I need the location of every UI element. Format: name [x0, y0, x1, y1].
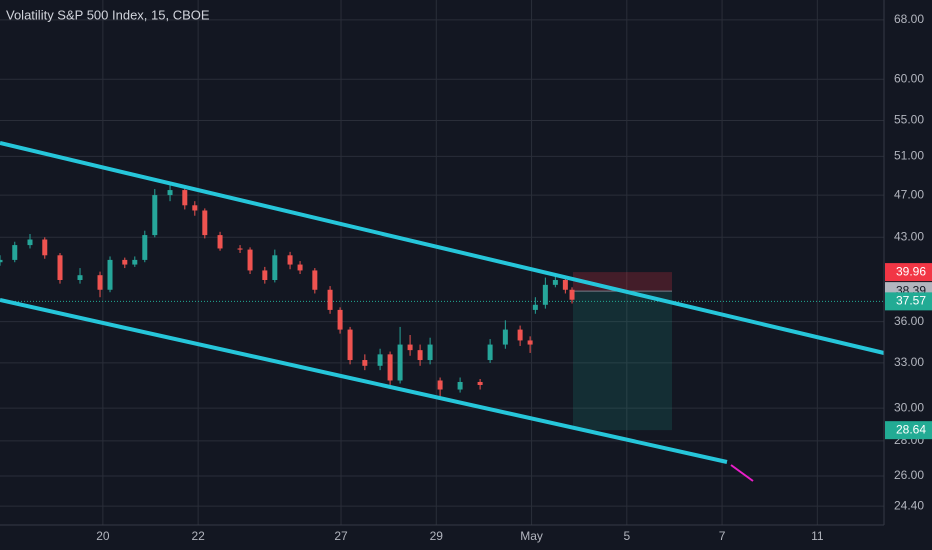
chart-title: Volatility S&P 500 Index, 15, CBOE: [6, 7, 210, 22]
candle-body: [167, 190, 173, 196]
candle-body: [237, 248, 243, 250]
candle-body: [192, 205, 198, 211]
candle-body: [182, 190, 188, 206]
candle-body: [142, 235, 148, 260]
x-tick-label: 27: [334, 529, 348, 543]
target-zone: [573, 291, 672, 431]
candle-body: [542, 284, 548, 305]
candle-body: [417, 350, 423, 361]
candle-body: [312, 270, 318, 290]
candle-body: [407, 344, 413, 351]
candle-body: [0, 259, 3, 263]
candle-body: [247, 249, 253, 271]
candles: [0, 184, 575, 398]
candle-body: [377, 354, 383, 366]
candle-body: [327, 289, 333, 310]
price-tag-label: 28.64: [896, 422, 926, 436]
candle-body: [42, 239, 48, 256]
position-box: [0, 272, 884, 431]
y-tick-label: 36.00: [894, 314, 924, 328]
candle-body: [362, 360, 368, 366]
x-tick-label: 5: [623, 529, 630, 543]
candle-body: [337, 309, 343, 330]
candle-body: [272, 255, 278, 280]
candle-body: [562, 279, 568, 290]
candle-body: [457, 381, 463, 390]
y-tick-label: 30.00: [894, 400, 924, 414]
y-tick-label: 24.40: [894, 498, 924, 512]
candle-body: [132, 259, 138, 265]
candle-body: [502, 329, 508, 345]
y-tick-label: 68.00: [894, 12, 924, 26]
candle-body: [477, 381, 483, 385]
price-tag: [885, 292, 932, 311]
candle-body: [287, 255, 293, 265]
x-tick-label: 20: [96, 529, 110, 543]
candle-body: [97, 275, 103, 290]
candle-body: [152, 195, 158, 236]
projection-line: [730, 464, 754, 482]
upper-trendline: [0, 141, 885, 355]
time-axis: [0, 525, 932, 550]
candle-body: [57, 255, 63, 280]
candle-body: [397, 344, 403, 381]
candle-body: [532, 304, 538, 310]
price-tag-label: 37.57: [896, 294, 926, 308]
y-tick-label: 51.00: [894, 149, 924, 163]
y-tick-label: 47.00: [894, 187, 924, 201]
x-tick-label: 11: [811, 529, 824, 543]
candle-body: [122, 259, 128, 265]
x-tick-label: 22: [191, 529, 205, 543]
price-tag: [885, 421, 932, 440]
candle-body: [107, 259, 113, 290]
candle-body: [552, 279, 558, 285]
y-tick-label: 43.00: [894, 229, 924, 243]
candle-body: [77, 275, 83, 280]
candle-body: [12, 245, 18, 260]
candle-body: [262, 270, 268, 280]
x-tick-label: 7: [719, 529, 726, 543]
grid: [0, 0, 884, 525]
candle-body: [217, 235, 223, 249]
candle-body: [27, 239, 33, 246]
candle-body: [527, 340, 533, 345]
candle-body: [437, 380, 443, 390]
lower-trendline: [0, 298, 728, 464]
candle-body: [202, 210, 208, 236]
candle-body: [487, 344, 493, 361]
candle-body: [297, 264, 303, 271]
price-tag: [885, 263, 932, 282]
axes: 24.4026.0028.0030.0033.0036.0043.0047.00…: [96, 12, 932, 543]
y-tick-label: 26.00: [894, 468, 924, 482]
price-tag-label: 39.96: [896, 264, 926, 278]
x-tick-label: 29: [430, 529, 444, 543]
x-tick-label: May: [520, 529, 543, 543]
candle-body: [387, 354, 393, 381]
y-tick-label: 33.00: [894, 355, 924, 369]
candle-body: [347, 329, 353, 361]
candle-body: [569, 289, 575, 300]
y-tick-label: 60.00: [894, 71, 924, 85]
candle-body: [427, 344, 433, 361]
candle-body: [517, 329, 523, 341]
y-tick-label: 55.00: [894, 113, 924, 127]
